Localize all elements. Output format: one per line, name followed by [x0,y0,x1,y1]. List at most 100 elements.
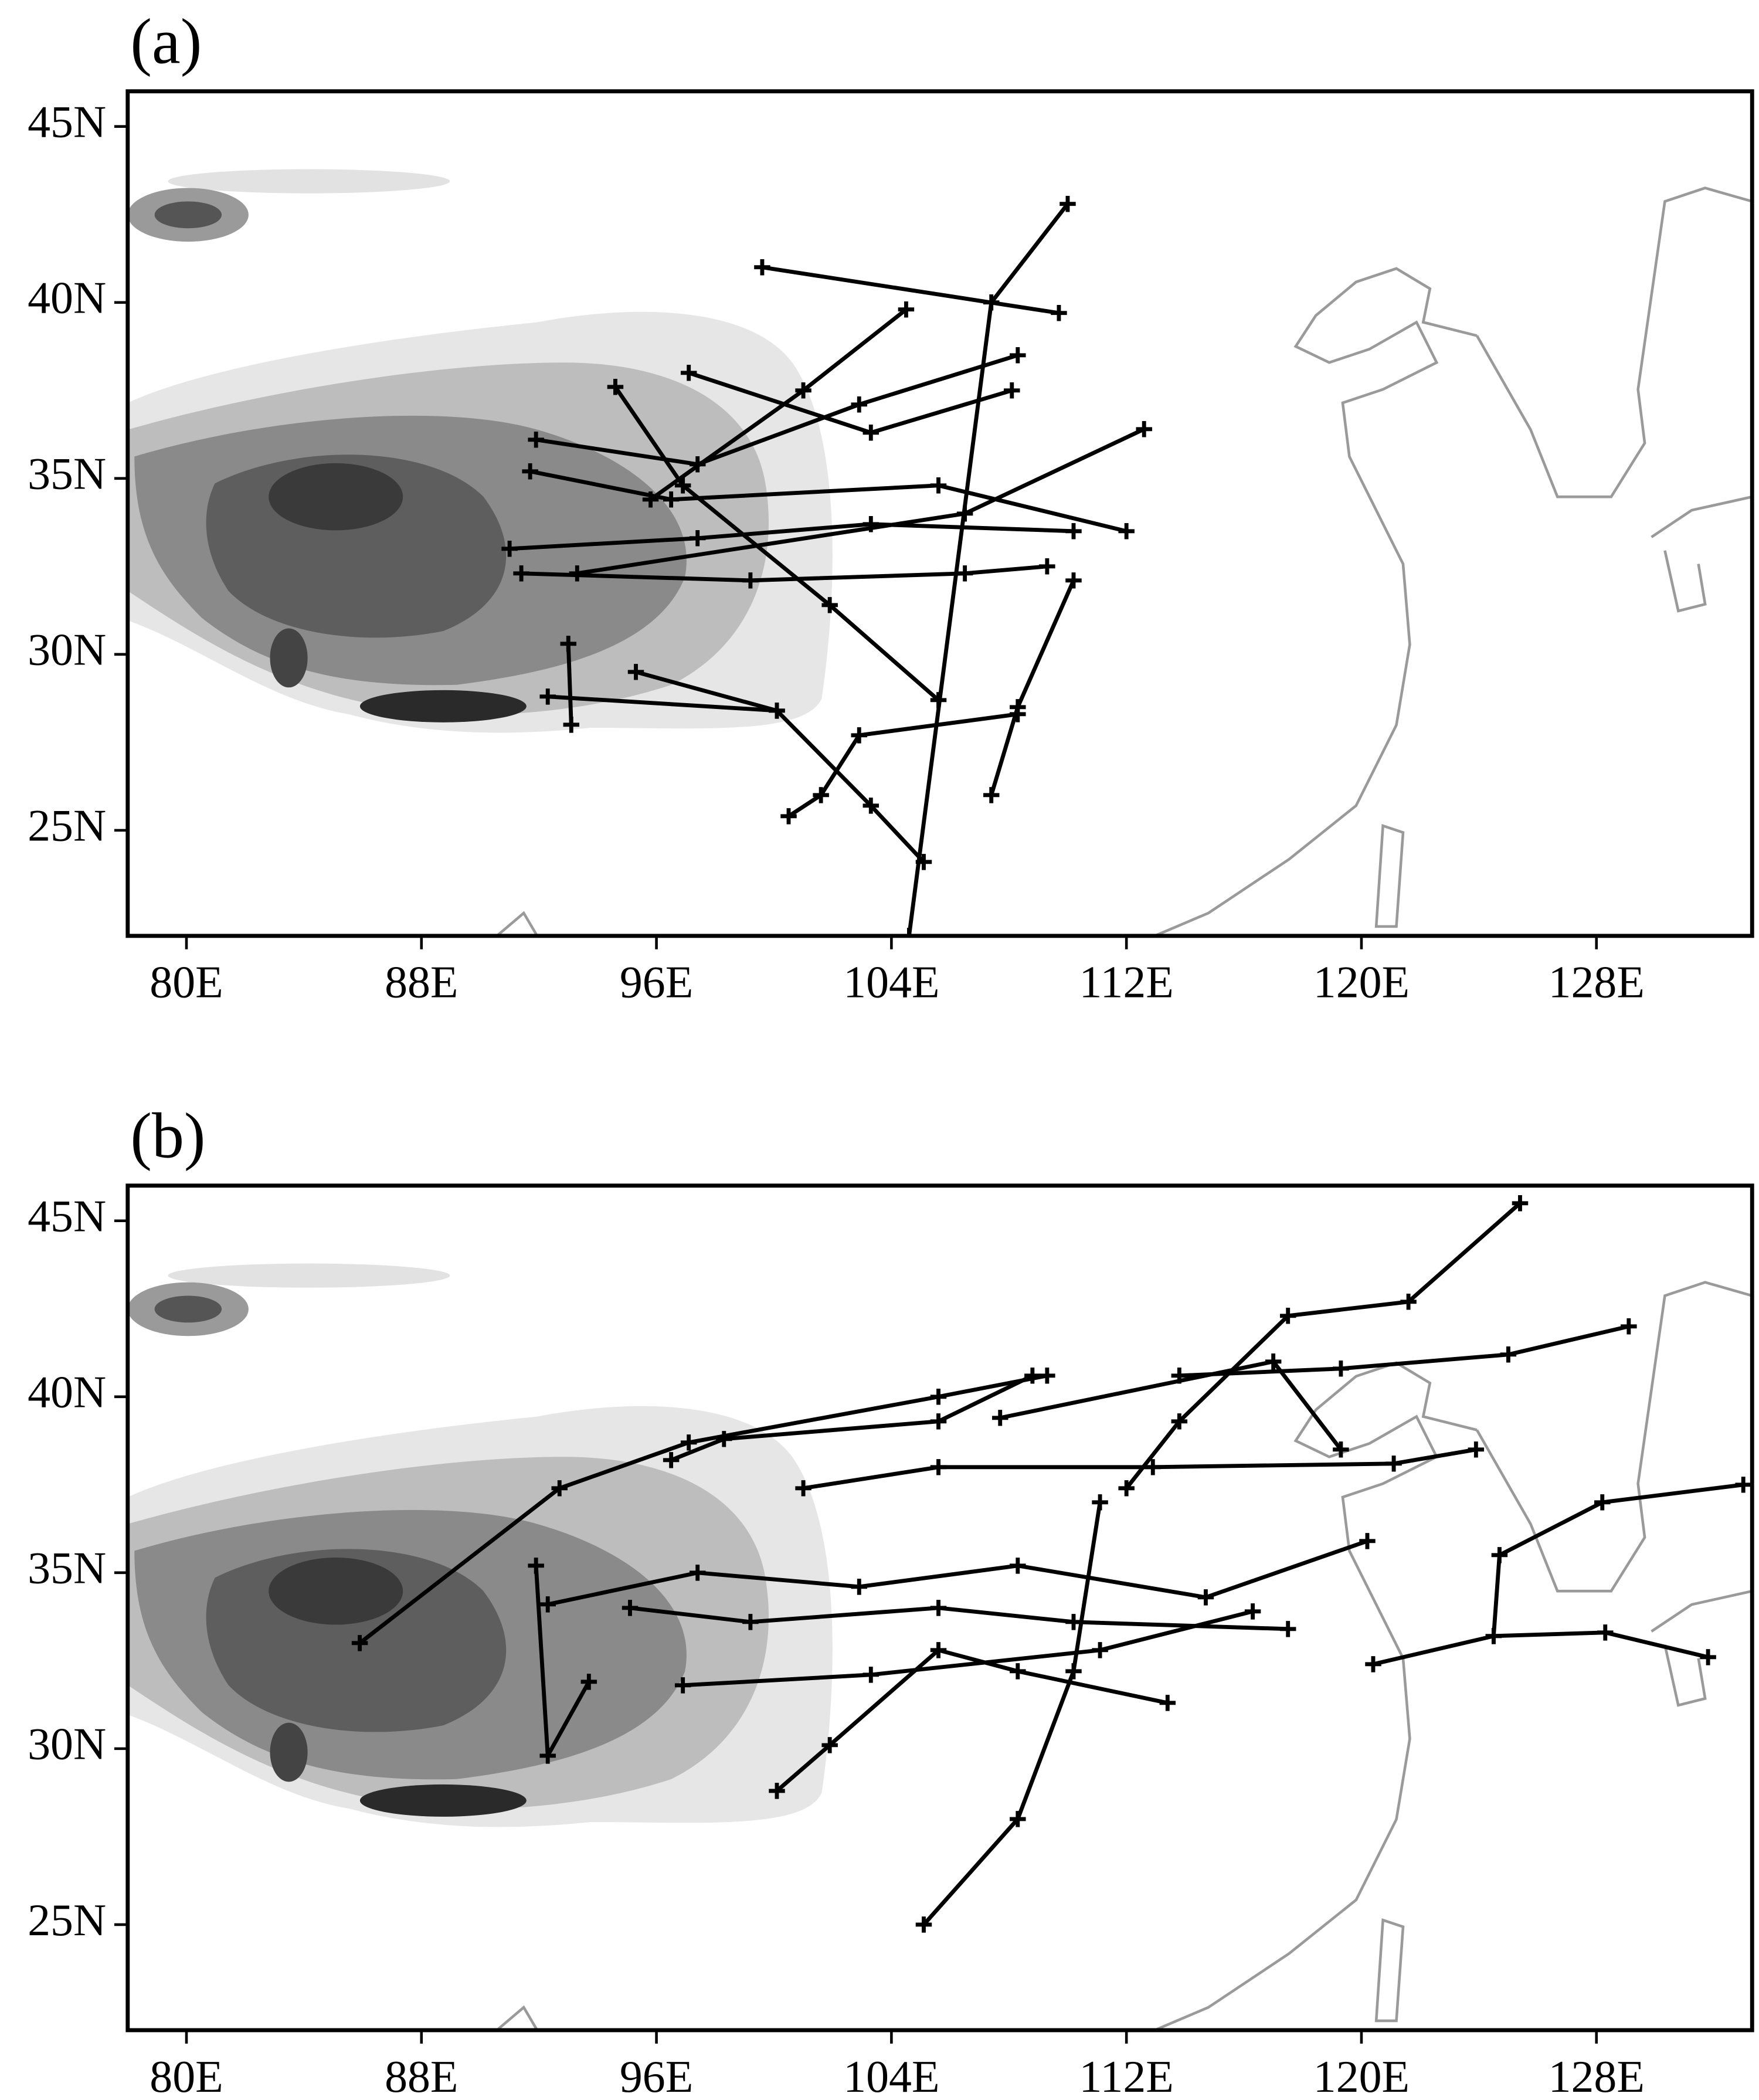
y-tick-label: 40N [28,1367,106,1417]
track-point [930,1642,947,1658]
track-point [851,1579,867,1595]
track-point [1735,1477,1751,1493]
track-point [1010,1811,1026,1827]
y-tick-label: 45N [28,1191,106,1241]
x-tick-label: 96E [620,2051,693,2100]
track-point [680,1434,697,1451]
track-point [956,506,973,522]
track-point [930,1413,947,1430]
track-point [622,1600,639,1616]
track-point [1400,1294,1417,1310]
track [548,694,777,713]
track [566,643,573,725]
track-point [580,1674,597,1690]
track-point [1171,1413,1188,1430]
track-point [1265,1353,1282,1370]
track-point [528,1558,544,1574]
track-point [1051,305,1067,321]
track-point [501,541,518,557]
track-point [642,491,659,508]
panel-title: (a) [130,6,202,77]
track-point [1512,1195,1529,1212]
x-tick-label: 88E [385,957,458,1007]
track [1125,1202,1522,1490]
track-point [821,597,838,613]
track-point [607,379,624,395]
y-tick-label: 30N [28,625,106,675]
y-tick-label: 30N [28,1719,106,1769]
track-point [551,1480,568,1497]
track-point [674,477,691,494]
track-point [851,727,867,744]
track-point [769,1783,785,1799]
panel-title: (b) [130,1100,205,1172]
track [803,1447,1476,1491]
track-point [1136,421,1152,437]
track-point [915,1916,932,1933]
track-point [1065,523,1082,540]
track-point [930,477,947,494]
track-point [795,382,811,399]
track [787,712,1018,818]
y-tick-label: 25N [28,800,106,851]
track-point [1065,1663,1082,1680]
track-point [539,1596,556,1613]
track-point [901,928,918,936]
x-tick-label: 120E [1313,957,1410,1007]
track [1179,1324,1629,1378]
track-point [716,1431,732,1447]
track-point [930,1389,947,1405]
track-point [1333,1361,1349,1377]
track [762,265,1060,315]
track-point [522,463,538,480]
shading-a [128,169,1752,935]
track-point [1621,1318,1637,1335]
track-point [930,692,947,708]
track-point [689,1565,706,1581]
track-point [1279,1621,1296,1637]
track-point [1024,1368,1041,1384]
track-point [560,636,577,652]
track [509,522,1074,551]
track-point [674,1677,691,1694]
track-point [1060,195,1076,212]
track [529,469,1127,534]
track-point [1145,1459,1161,1475]
track-point [862,516,880,532]
track-point [1491,1547,1508,1563]
track-point [862,1667,880,1683]
track-point [851,396,867,413]
x-tick-label: 96E [620,957,693,1007]
track-point [795,1480,811,1497]
x-tick-label: 80E [150,2051,223,2100]
track-point [1004,382,1020,399]
track-point [528,432,544,448]
track-point [563,717,580,733]
track-point [821,1737,838,1753]
track-point [627,664,644,680]
track-point [754,259,770,276]
track-point [539,1748,556,1764]
x-tick-label: 120E [1313,2051,1410,2100]
track-point [915,854,932,870]
track-point [1359,1533,1376,1549]
track-point [1065,1614,1082,1630]
track-point [780,808,797,825]
track-point [680,365,697,381]
track [775,1648,1169,1793]
x-tick-label: 88E [385,2051,458,2100]
x-tick-label: 104E [843,2051,939,2100]
y-tick-label: 35N [28,449,106,499]
track-point [1065,572,1082,589]
track-point [1468,1441,1485,1458]
track-point [1010,706,1026,722]
track [1491,1482,1744,1637]
track-point [1010,1663,1026,1680]
y-tick-label: 35N [28,1543,106,1593]
track-point [991,1410,1008,1426]
x-tick-label: 128E [1549,957,1645,1007]
track-point [898,301,915,318]
track-point [1244,1603,1261,1620]
track-point [1365,1656,1381,1672]
